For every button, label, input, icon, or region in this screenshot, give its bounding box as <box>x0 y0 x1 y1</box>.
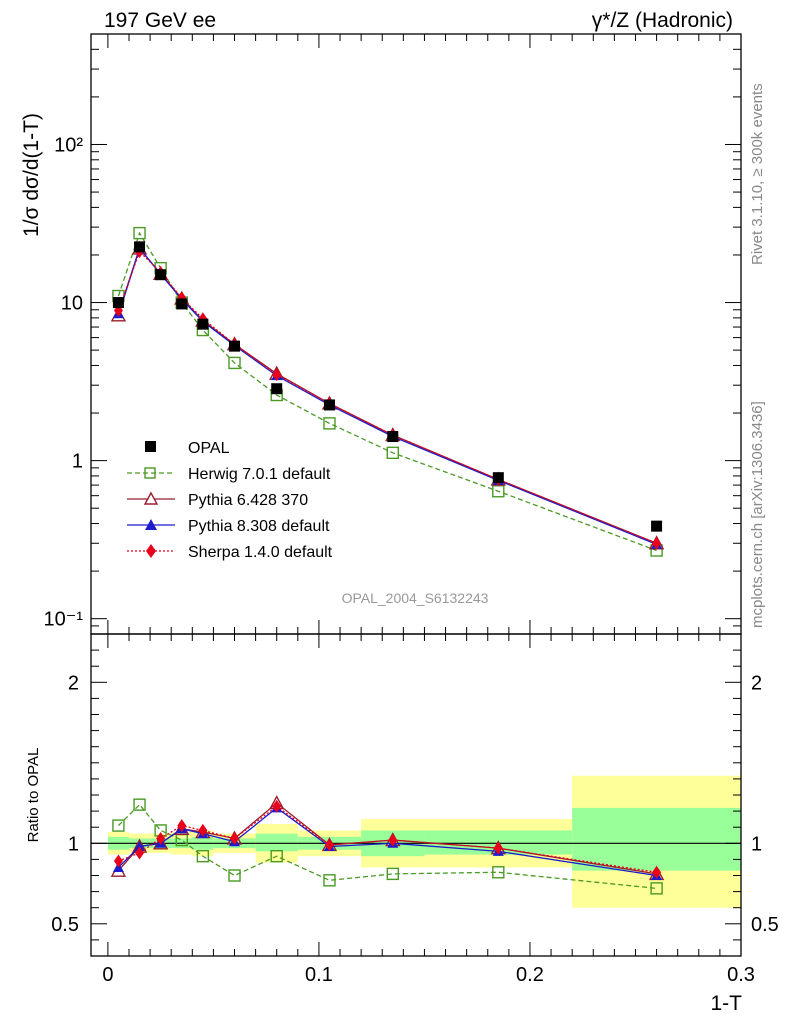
legend-marker-sherpa <box>146 544 156 558</box>
ratio-point-herwig <box>492 866 505 879</box>
main-ylabel: 1/σ dσ/d(1-T) <box>20 113 43 237</box>
series-line-sherpa <box>117 250 657 544</box>
ratio-point-sherpa <box>493 841 503 855</box>
ratio-point-sherpa <box>177 819 187 833</box>
x-tick-label: 0.3 <box>727 964 755 986</box>
legend-label-herwig: Herwig 7.0.1 default <box>188 466 331 483</box>
data-point-opal <box>651 520 663 532</box>
ratio-point-sherpa <box>198 823 208 837</box>
y-tick-label: 10 <box>61 293 83 315</box>
y-tick-label: 1 <box>72 451 83 473</box>
ratio-y-tick-label: 1 <box>68 833 79 855</box>
stat-uncertainty-band <box>572 807 741 871</box>
ratio-ylabel: Ratio to OPAL <box>25 748 42 843</box>
ratio-point-sherpa <box>230 831 240 845</box>
ratio-point-sherpa <box>113 854 123 868</box>
legend-marker-herwig <box>144 467 156 479</box>
data-point-opal <box>271 383 283 395</box>
ratio-plot <box>91 795 741 895</box>
axes: 0 0.1 0.2 0.3 10⁻¹ 1 10 10² 0.5 0.5 1 1 2 2 <box>44 33 779 986</box>
ratio-y-tick-label-right: 2 <box>751 672 762 694</box>
x-tick-label: 0 <box>102 964 113 986</box>
analysis-watermark: OPAL_2004_S6132243 <box>342 590 489 606</box>
data-point-opal <box>492 472 504 484</box>
ratio-point-herwig <box>112 819 125 832</box>
ratio-point-herwig <box>228 869 241 882</box>
data-point-opal <box>112 297 124 309</box>
legend: OPAL Herwig 7.0.1 default Pythia 6.428 3… <box>127 440 333 561</box>
stat-uncertainty-band <box>255 833 298 852</box>
legend-label-pythia6: Pythia 6.428 370 <box>188 492 308 509</box>
data-point-opal <box>387 431 399 443</box>
ratio-point-herwig <box>323 874 336 887</box>
header-right: γ*/Z (Hadronic) <box>592 9 733 32</box>
ratio-point-herwig <box>196 849 210 863</box>
data-point-opal <box>197 318 209 330</box>
data-point-opal <box>229 340 241 352</box>
ratio-point-herwig <box>270 849 283 863</box>
ratio-point-sherpa <box>135 846 145 860</box>
ratio-point-pythia8 <box>134 841 146 852</box>
y-tick-label: 10⁻¹ <box>44 609 84 631</box>
data-point-herwig <box>323 417 336 430</box>
ratio-point-sherpa <box>652 865 662 879</box>
data-point-opal <box>323 399 335 411</box>
ratio-y-tick-label: 0.5 <box>51 914 79 936</box>
ratio-point-sherpa <box>388 833 398 847</box>
data-point-sherpa <box>652 536 662 550</box>
legend-label-sherpa: Sherpa 1.4.0 default <box>188 544 333 561</box>
ratio-y-tick-label-right: 0.5 <box>751 914 779 936</box>
ratio-point-sherpa <box>156 831 166 845</box>
ratio-point-sherpa <box>324 838 334 852</box>
ratio-point-herwig <box>650 882 663 895</box>
main-plot <box>110 226 665 557</box>
data-point-herwig <box>133 226 146 240</box>
rivet-label: Rivet 3.1.10, ≥ 300k events <box>749 83 766 265</box>
legend-label-opal: OPAL <box>188 440 230 457</box>
ratio-line-herwig <box>117 803 657 890</box>
ratio-point-herwig <box>386 867 399 881</box>
data-point-opal <box>134 241 146 253</box>
data-point-herwig <box>386 446 399 460</box>
ratio-y-tick-label-right: 1 <box>751 833 762 855</box>
legend-marker-pythia8 <box>145 519 157 530</box>
header-left: 197 GeV ee <box>104 9 216 32</box>
ratio-point-pythia6 <box>152 835 169 850</box>
data-point-sherpa <box>272 368 282 382</box>
ratio-line-sherpa <box>118 805 657 873</box>
ratio-point-sherpa <box>272 799 282 813</box>
legend-label-pythia8: Pythia 8.308 default <box>188 518 330 535</box>
ratio-point-herwig <box>133 798 146 811</box>
x-tick-label: 0.2 <box>516 964 544 986</box>
ratio-y-tick-label: 2 <box>68 672 79 694</box>
legend-marker-opal <box>145 441 156 452</box>
mcplots-label: mcplots.cern.ch [arXiv:1306.3436] <box>749 401 766 628</box>
series-line-herwig <box>117 231 657 552</box>
data-point-herwig <box>228 356 241 370</box>
x-tick-label: 0.1 <box>305 964 333 986</box>
legend-marker-pythia6 <box>143 491 159 505</box>
y-tick-label: 10² <box>54 134 83 156</box>
data-point-opal <box>176 298 188 310</box>
x-axis-label: 1-T <box>711 992 743 1015</box>
data-point-opal <box>155 269 167 281</box>
